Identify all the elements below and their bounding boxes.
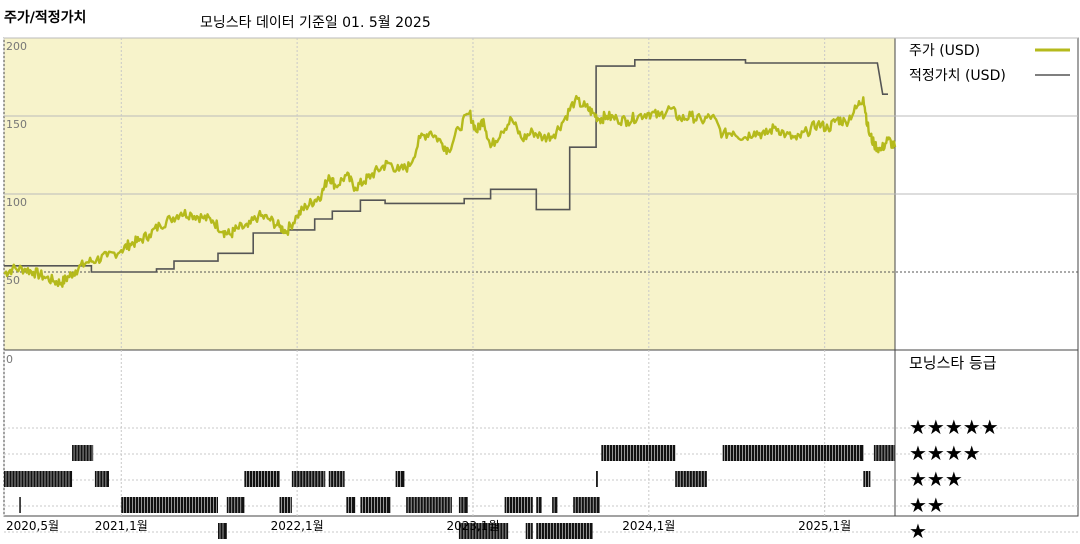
rating-segment-4-star	[72, 445, 94, 461]
rating-bar	[552, 497, 558, 513]
rating-bar	[72, 445, 94, 461]
rating-segment-1-star	[458, 523, 509, 539]
rating-segment-3-star	[863, 471, 871, 487]
x-axis-labels: 2020,5월 2021,1월 2022,1월 2023,1월 2024,1월 2025,…	[6, 519, 851, 533]
legend-fair-value-label: 적정가치 (USD)	[909, 68, 1006, 84]
rating-bar	[121, 497, 219, 513]
rating-segment-4-star	[722, 445, 864, 461]
x-tick-label: 2025,1월	[798, 519, 851, 533]
rating-level-label: ★★	[909, 493, 945, 517]
rating-level-label: ★	[909, 519, 927, 540]
y-tick-label: 200	[6, 40, 27, 53]
rating-segment-3-star	[94, 471, 109, 487]
rating-segment-3-star	[596, 471, 598, 487]
rating-zero-label: 0	[6, 353, 13, 366]
rating-bar	[596, 471, 598, 487]
rating-bar	[458, 497, 468, 513]
legend-price-label: 주가 (USD)	[909, 43, 980, 59]
rating-bar	[536, 497, 542, 513]
x-tick-label: 2020,5월	[6, 519, 59, 533]
rating-segment-3-star	[4, 471, 73, 487]
y-axis-labels: 200 150 100 50 0	[6, 40, 27, 366]
rating-segment-2-star	[279, 497, 292, 513]
rating-segment-2-star	[504, 497, 533, 513]
rating-bar	[4, 471, 73, 487]
rating-bar	[218, 523, 227, 539]
rating-segment-2-star	[360, 497, 391, 513]
rating-level-label: ★★★	[909, 467, 963, 491]
y-tick-label: 150	[6, 118, 27, 131]
rating-bar	[863, 471, 871, 487]
rating-segment-4-star	[601, 445, 676, 461]
x-tick-label: 2021,1월	[95, 519, 148, 533]
rating-chart-title: 모닝스타 등급	[909, 354, 997, 372]
x-tick-label: 2023,1월	[446, 519, 499, 533]
y-tick-label: 100	[6, 196, 27, 209]
series-fair-value-line	[4, 59, 888, 273]
rating-segment-2-star	[19, 497, 21, 513]
rating-bar	[226, 497, 245, 513]
rating-plot-area	[4, 445, 895, 539]
rating-bar	[19, 497, 21, 513]
rating-bar	[573, 497, 600, 513]
rating-segment-2-star	[121, 497, 219, 513]
rating-bar	[536, 523, 593, 539]
rating-segment-3-star	[291, 471, 326, 487]
rating-segment-3-star	[675, 471, 707, 487]
series-price-line	[3, 94, 897, 288]
chart-subtitle: 모닝스타 데이터 기준일 01. 5월 2025	[200, 15, 431, 31]
rating-bar	[458, 523, 509, 539]
rating-bar	[279, 497, 292, 513]
x-tick-label: 2022,1월	[271, 519, 324, 533]
rating-bar	[722, 445, 864, 461]
rating-bar	[346, 497, 356, 513]
rating-bar	[244, 471, 280, 487]
rating-bar	[94, 471, 109, 487]
rating-segment-4-star	[873, 445, 895, 461]
rating-segment-1-star	[525, 523, 533, 539]
rating-segment-3-star	[395, 471, 405, 487]
rating-level-label: ★★★★	[909, 441, 981, 465]
rating-segment-2-star	[536, 497, 542, 513]
rating-segment-2-star	[458, 497, 468, 513]
rating-segment-2-star	[552, 497, 558, 513]
rating-bar	[525, 523, 533, 539]
x-tick-label: 2024,1월	[622, 519, 675, 533]
rating-segment-3-star	[328, 471, 345, 487]
rating-bar	[873, 445, 895, 461]
rating-segment-2-star	[406, 497, 452, 513]
chart-title: 주가/적정가치	[4, 9, 86, 26]
rating-segment-2-star	[226, 497, 245, 513]
rating-segment-1-star	[218, 523, 227, 539]
rating-segment-3-star	[244, 471, 280, 487]
rating-level-label: ★★★★★	[909, 415, 999, 439]
rating-segment-2-star	[573, 497, 600, 513]
rating-segment-2-star	[346, 497, 356, 513]
rating-bar	[360, 497, 391, 513]
rating-segment-1-star	[536, 523, 593, 539]
series-layer	[3, 59, 897, 288]
y-tick-label: 50	[6, 274, 20, 287]
rating-bar	[395, 471, 405, 487]
rating-bar	[601, 445, 676, 461]
legend: 주가 (USD)적정가치 (USD)모닝스타 등급★★★★★★★★★★★★★★★	[909, 43, 1070, 543]
